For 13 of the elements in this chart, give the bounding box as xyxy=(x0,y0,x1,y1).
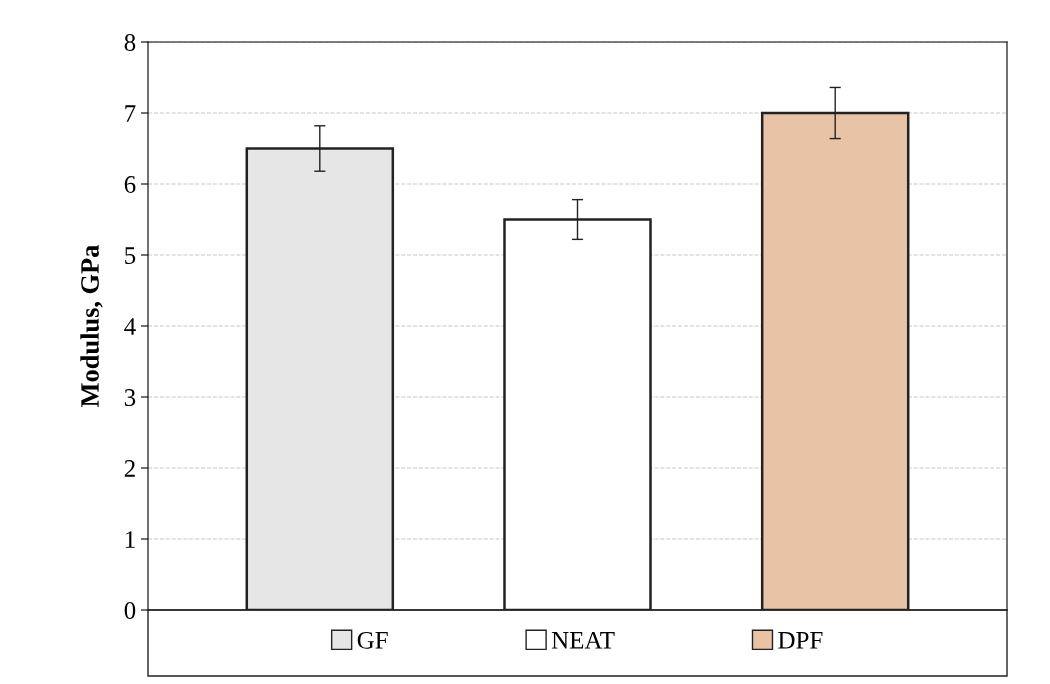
y-tick-label: 3 xyxy=(124,389,136,406)
legend-label: GF xyxy=(357,631,388,649)
y-axis-title: Modulus, GPa xyxy=(80,245,103,407)
y-tick-label: 0 xyxy=(124,602,136,619)
y-tick-label: 8 xyxy=(124,34,136,51)
y-tick-label: 5 xyxy=(125,247,136,264)
y-tick-label: 6 xyxy=(124,176,136,193)
legend-label: NEAT xyxy=(551,631,615,649)
y-tick-label: 2 xyxy=(124,460,135,477)
y-tick-label: 1 xyxy=(125,531,135,548)
y-tick-label: 4 xyxy=(124,318,136,335)
y-tick-label: 7 xyxy=(125,105,136,122)
legend-label: DPF xyxy=(778,632,823,649)
